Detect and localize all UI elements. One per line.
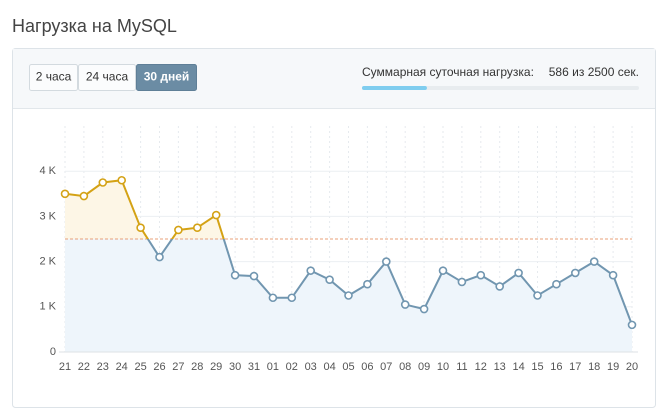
point [79,191,89,201]
x-tick-label: 05 [342,361,354,373]
point [514,268,523,278]
area [65,180,632,352]
widget-title: Нагрузка на MySQL [12,16,177,36]
point [268,293,278,303]
point [533,291,542,300]
x-tick-label: 06 [361,361,373,373]
point [552,279,561,289]
point [363,279,372,289]
x-tick-label: 30 [229,361,241,373]
point [193,223,202,232]
x-tick-label: 11 [456,361,467,373]
x-tick-label: 31 [248,361,260,373]
tab[interactable]: 30 дней [136,64,197,91]
point [381,257,391,266]
tab-label[interactable]: 30 дней [144,70,190,84]
point [627,320,637,330]
x-tick-label: 02 [286,361,298,373]
tab-label[interactable]: 24 часа [86,70,129,84]
y-tick-label: 1 K [39,301,56,313]
unit: сек. [618,65,639,79]
x-tick-label: 07 [380,361,392,373]
total: 2500 [588,65,615,79]
tab-button[interactable] [78,64,136,91]
x-tick-label: 18 [588,361,600,373]
x-tick-label: 25 [134,361,146,373]
point [419,304,429,314]
x-tick-label: 19 [607,361,619,373]
x-tick-label: 29 [210,361,222,373]
point [60,189,70,199]
tab-button[interactable] [29,64,78,91]
point [570,268,580,278]
point [211,210,221,220]
tab-button[interactable] [136,64,197,91]
summary-label: Суммарная суточная нагрузка: [362,65,534,79]
point [325,275,334,284]
x-tick-label: 01 [267,361,279,373]
x-tick-label: 21 [59,361,71,373]
x-tick-label: 26 [153,361,165,373]
point [495,282,505,291]
point [608,270,618,280]
x-tick-label: 16 [550,361,562,373]
y-tick-label: 2 K [39,256,56,268]
x-tick-label: 24 [116,361,128,373]
point [136,223,145,232]
point [438,266,448,275]
x-tick-label: 13 [494,361,506,373]
point [457,277,467,287]
x-tick-label: 28 [191,361,203,373]
y-tick-label: 0 [50,346,56,358]
point [155,252,164,262]
separator: из [572,65,585,79]
point [98,178,108,187]
x-tick-label: 04 [323,361,335,373]
x-tick-label: 23 [97,361,109,373]
tab[interactable]: 2 часа [29,64,78,91]
progress-track [362,86,639,90]
x-tick-label: 12 [475,361,487,373]
point [249,271,259,281]
point [117,175,126,185]
tab-label[interactable]: 2 часа [36,70,72,84]
point [476,270,486,280]
x-tick-label: 15 [531,361,543,373]
point [589,257,599,266]
point [400,300,410,309]
point [306,266,316,275]
tab[interactable]: 24 часа [78,64,136,91]
progress-fill [362,86,427,90]
x-tick-label: 10 [437,361,449,373]
summary-value: 586 из 2500 сек. [549,65,639,79]
x-tick-label: 27 [172,361,184,373]
point [230,270,240,280]
point [344,291,353,300]
x-tick-label: 22 [78,361,90,373]
point [174,225,183,235]
point [287,293,297,303]
x-tick-label: 20 [626,361,638,373]
y-tick-label: 3 K [39,210,56,222]
x-tick-label: 09 [418,361,430,373]
x-tick-label: 14 [512,361,524,373]
x-tick-label: 03 [305,361,317,373]
used: 586 [549,65,569,79]
y-tick-label: 4 K [39,165,56,177]
x-tick-label: 17 [569,361,581,373]
x-tick-label: 08 [399,361,411,373]
